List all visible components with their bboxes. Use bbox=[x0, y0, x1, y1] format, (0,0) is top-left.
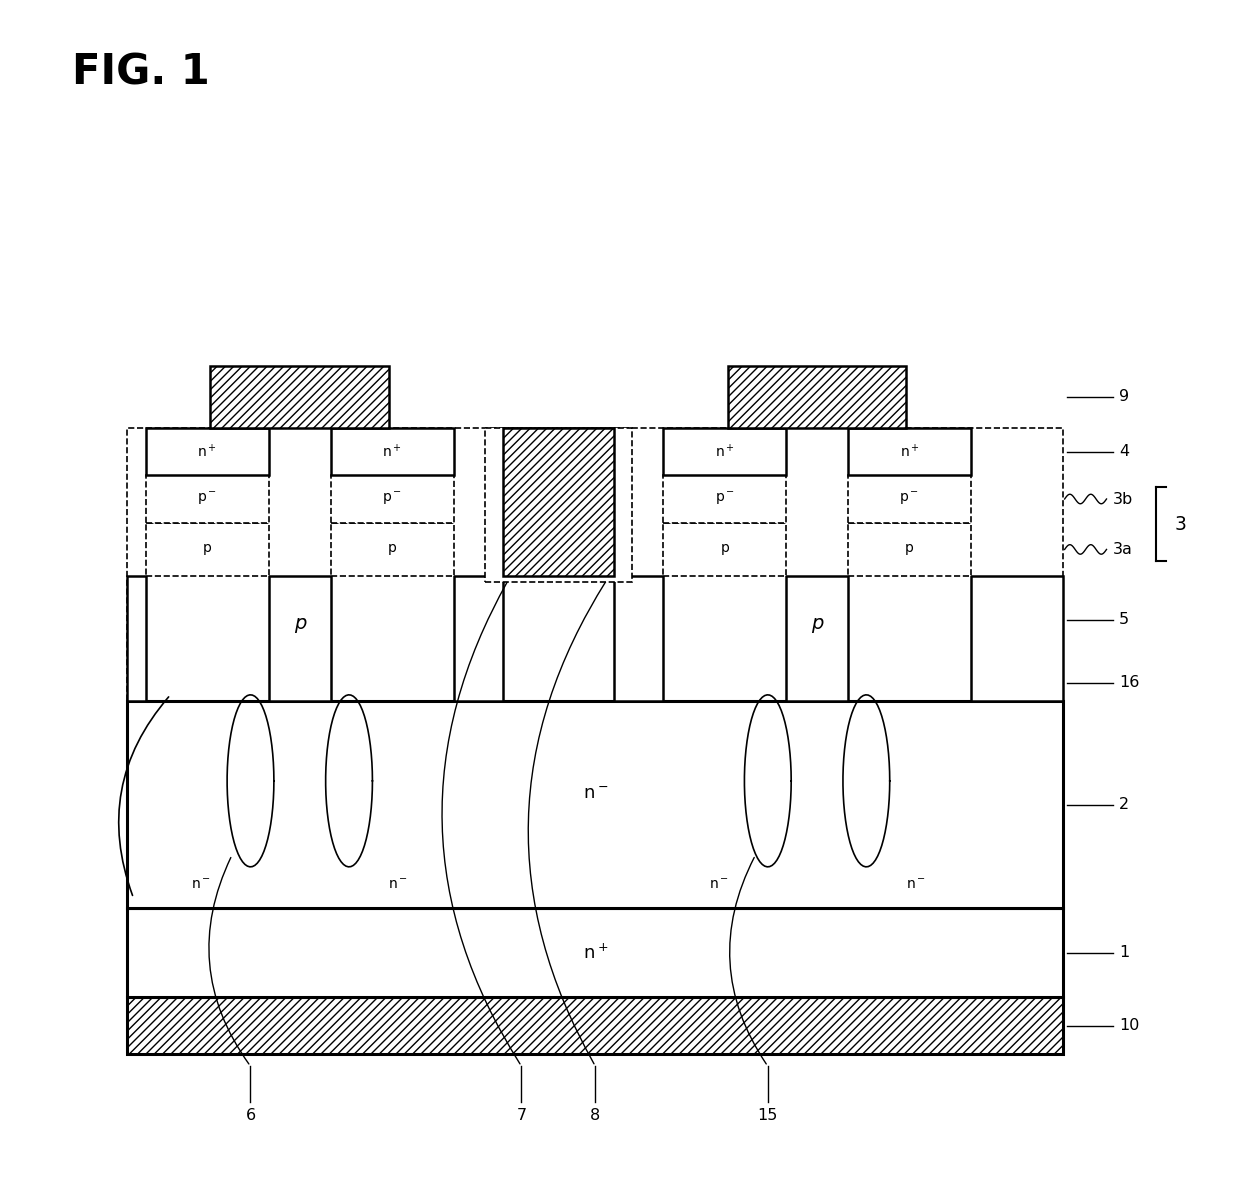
Bar bbox=[146, 522, 269, 576]
Text: p: p bbox=[811, 614, 823, 633]
Text: $\mathregular{n^+}$: $\mathregular{n^+}$ bbox=[382, 443, 402, 460]
Text: $\mathregular{p^-}$: $\mathregular{p^-}$ bbox=[899, 491, 919, 508]
Text: $\mathregular{n^+}$: $\mathregular{n^+}$ bbox=[899, 443, 919, 460]
Bar bbox=[614, 576, 663, 700]
Bar bbox=[485, 428, 632, 582]
Text: 7: 7 bbox=[516, 1108, 527, 1123]
Bar bbox=[331, 476, 454, 522]
Bar bbox=[128, 576, 146, 700]
Bar bbox=[128, 700, 1064, 908]
Bar bbox=[128, 998, 1064, 1054]
Bar bbox=[663, 428, 786, 476]
Bar bbox=[848, 428, 971, 476]
Text: 16: 16 bbox=[1118, 675, 1140, 691]
Text: 3a: 3a bbox=[1112, 543, 1132, 557]
Bar bbox=[211, 366, 389, 428]
Bar bbox=[503, 428, 614, 576]
Text: $\mathregular{n^-}$: $\mathregular{n^-}$ bbox=[905, 877, 925, 891]
Text: p: p bbox=[294, 614, 306, 633]
Text: 8: 8 bbox=[590, 1108, 600, 1123]
Bar bbox=[848, 522, 971, 576]
Bar bbox=[128, 908, 1064, 998]
Text: 9: 9 bbox=[1118, 390, 1128, 404]
Bar bbox=[971, 576, 1064, 700]
Bar bbox=[728, 366, 906, 428]
Text: $\mathregular{p}$: $\mathregular{p}$ bbox=[904, 543, 914, 557]
Text: $\mathregular{p^-}$: $\mathregular{p^-}$ bbox=[382, 491, 402, 508]
Text: $\mathregular{n^-}$: $\mathregular{n^-}$ bbox=[583, 785, 608, 803]
Bar bbox=[663, 522, 786, 576]
Text: $\mathregular{p}$: $\mathregular{p}$ bbox=[202, 543, 212, 557]
Text: 3: 3 bbox=[1174, 515, 1187, 534]
Bar bbox=[663, 476, 786, 522]
Bar bbox=[786, 576, 848, 700]
Text: $\mathregular{n^-}$: $\mathregular{n^-}$ bbox=[388, 877, 408, 891]
Bar bbox=[848, 476, 971, 522]
Text: 6: 6 bbox=[246, 1108, 255, 1123]
Bar bbox=[146, 428, 269, 476]
Bar bbox=[146, 476, 269, 522]
Text: $\mathregular{n^+}$: $\mathregular{n^+}$ bbox=[714, 443, 734, 460]
Text: 4: 4 bbox=[1118, 445, 1128, 459]
Text: 10: 10 bbox=[1118, 1018, 1140, 1034]
Text: $\mathregular{n^+}$: $\mathregular{n^+}$ bbox=[197, 443, 217, 460]
Bar bbox=[331, 522, 454, 576]
Text: $\mathregular{n^+}$: $\mathregular{n^+}$ bbox=[583, 943, 608, 962]
Bar bbox=[128, 428, 1064, 700]
Bar bbox=[331, 428, 454, 476]
Text: $\mathregular{p^-}$: $\mathregular{p^-}$ bbox=[714, 491, 734, 508]
Text: $\mathregular{n^-}$: $\mathregular{n^-}$ bbox=[191, 877, 211, 891]
Text: 15: 15 bbox=[758, 1108, 777, 1123]
Text: $\mathregular{n^-}$: $\mathregular{n^-}$ bbox=[708, 877, 729, 891]
Text: 1: 1 bbox=[1118, 945, 1130, 961]
Text: FIG. 1: FIG. 1 bbox=[72, 51, 210, 93]
Text: $\mathregular{p^-}$: $\mathregular{p^-}$ bbox=[197, 491, 217, 508]
Text: 3b: 3b bbox=[1112, 491, 1133, 507]
Text: 5: 5 bbox=[1118, 612, 1128, 627]
Bar bbox=[454, 576, 503, 700]
Text: $\mathregular{p}$: $\mathregular{p}$ bbox=[387, 543, 397, 557]
Text: 2: 2 bbox=[1118, 797, 1128, 813]
Bar bbox=[269, 576, 331, 700]
Text: $\mathregular{p}$: $\mathregular{p}$ bbox=[719, 543, 729, 557]
